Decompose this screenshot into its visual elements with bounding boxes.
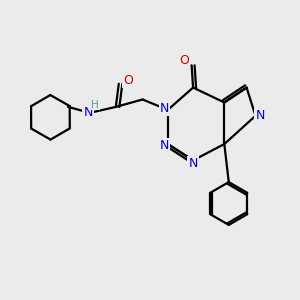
Text: N: N	[160, 102, 169, 115]
Text: N: N	[83, 106, 93, 119]
Text: N: N	[255, 109, 265, 122]
Text: O: O	[123, 74, 133, 87]
Text: O: O	[179, 54, 189, 67]
Text: N: N	[160, 139, 169, 152]
Text: H: H	[91, 100, 99, 110]
Text: N: N	[188, 157, 198, 170]
